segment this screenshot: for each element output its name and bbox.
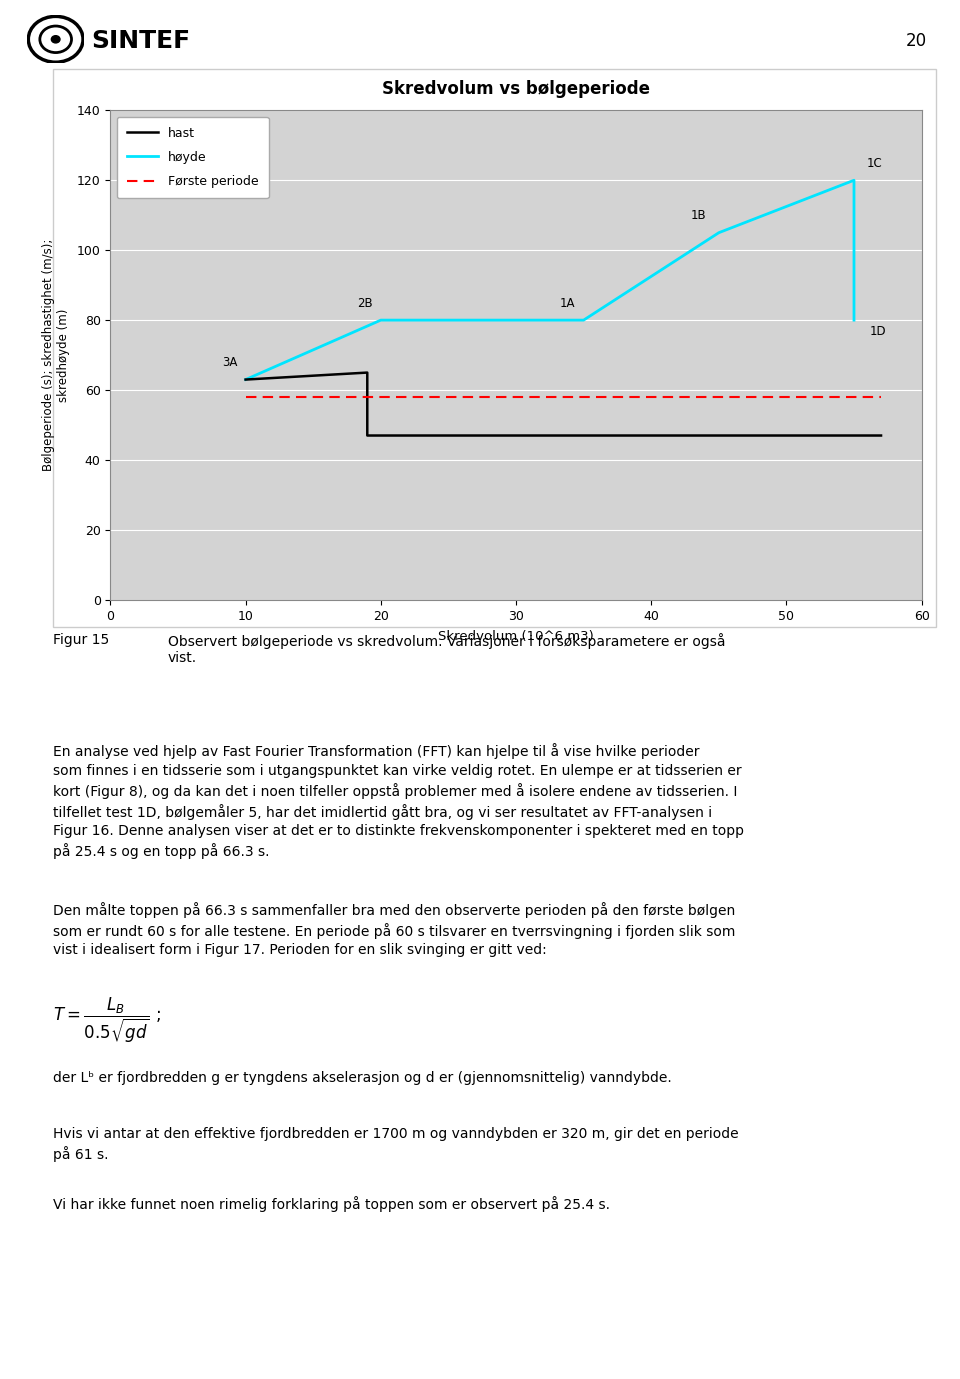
Text: 2B: 2B [357,296,372,310]
Line: hast: hast [246,372,881,436]
Text: 1B: 1B [690,210,707,222]
Text: 1C: 1C [867,157,882,170]
Text: Hvis vi antar at den effektive fjordbredden er 1700 m og vanndybden er 320 m, gi: Hvis vi antar at den effektive fjordbred… [53,1127,738,1161]
hast [876,427,887,444]
Text: 20: 20 [905,32,926,50]
Første periode [240,389,252,405]
X-axis label: Skredvolum (10^6 m3): Skredvolum (10^6 m3) [438,630,594,643]
høyde [240,371,252,387]
Text: Den målte toppen på 66.3 s sammenfaller bra med den observerte perioden på den f: Den målte toppen på 66.3 s sammenfaller … [53,902,735,957]
Text: $T = \dfrac{L_B}{0.5\sqrt{gd}}$ ;: $T = \dfrac{L_B}{0.5\sqrt{gd}}$ ; [53,996,160,1045]
høyde [849,172,860,189]
Line: høyde: høyde [246,181,854,379]
Text: 3A: 3A [222,356,237,370]
høyde [713,225,725,241]
Circle shape [51,36,60,43]
Text: Figur 15: Figur 15 [53,633,109,647]
Text: Vi har ikke funnet noen rimelig forklaring på toppen som er observert på 25.4 s.: Vi har ikke funnet noen rimelig forklari… [53,1196,610,1212]
hast [240,371,252,387]
Første periode [876,389,887,405]
hast [362,427,373,444]
hast [362,364,373,381]
Text: 1A: 1A [560,296,575,310]
høyde [578,312,589,328]
Legend: hast, høyde, Første periode: hast, høyde, Første periode [117,117,269,199]
Title: Skredvolum vs bølgeperiode: Skredvolum vs bølgeperiode [382,80,650,98]
Text: der Lᵇ er fjordbredden g er tyngdens akselerasjon og d er (gjennomsnittelig) van: der Lᵇ er fjordbredden g er tyngdens aks… [53,1071,672,1085]
Text: Observert bølgeperiode vs skredvolum. Variasjoner i forsøksparametere er også
vi: Observert bølgeperiode vs skredvolum. Va… [168,633,726,665]
Y-axis label: Bølgeperiode (s); skredhastighet (m/s);
skredhøyde (m): Bølgeperiode (s); skredhastighet (m/s); … [42,239,70,472]
Text: 1D: 1D [870,324,887,338]
Text: En analyse ved hjelp av Fast Fourier Transformation (FFT) kan hjelpe til å vise : En analyse ved hjelp av Fast Fourier Tra… [53,743,744,859]
Text: SINTEF: SINTEF [91,29,190,52]
høyde [849,312,860,328]
høyde [375,312,387,328]
